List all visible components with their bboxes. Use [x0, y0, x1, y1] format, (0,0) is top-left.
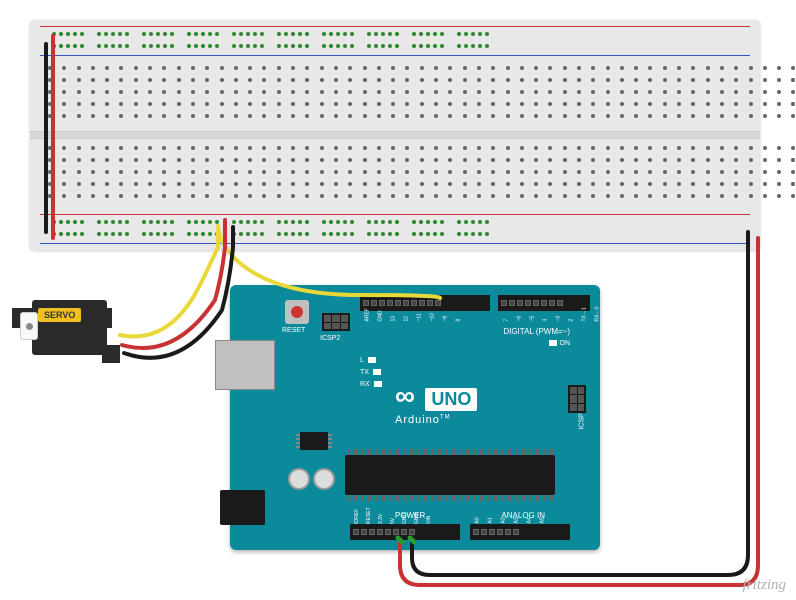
power-section-label: POWER	[395, 511, 425, 520]
icsp-header	[568, 385, 586, 413]
breadboard-main	[40, 64, 750, 206]
digital-section-label: DIGITAL (PWM=~)	[503, 327, 570, 336]
fritzing-watermark: fritzing	[743, 577, 786, 594]
icsp2-header	[322, 313, 350, 331]
breadboard	[30, 20, 760, 250]
usb-port	[215, 340, 275, 390]
arduino-logo: ∞ UNO ArduinoTM	[395, 380, 477, 426]
analog-header	[470, 524, 570, 540]
infinity-icon: ∞	[395, 380, 415, 412]
servo-label: SERVO	[38, 308, 81, 322]
digital-pin-labels-1: AREFGND1312~11~10~98	[363, 314, 463, 320]
breadboard-top-rail	[40, 26, 750, 56]
digital-header-left	[360, 295, 490, 311]
capacitors	[288, 468, 335, 490]
atmega-chip	[345, 455, 555, 495]
analog-section-label: ANALOG IN	[501, 511, 545, 520]
servo-horn	[20, 312, 38, 340]
arduino-uno: RESET ICSP2 AREFGND1312~11~10~98 7~6~54~…	[230, 285, 600, 550]
digital-header-right	[498, 295, 590, 311]
digital-pin-labels-2: 7~6~54~32TX→1RX←0	[502, 314, 602, 320]
on-led: ON	[549, 340, 571, 347]
reset-label: RESET	[282, 327, 305, 334]
reset-button[interactable]	[285, 300, 309, 324]
icsp-label: ICSP	[578, 413, 585, 429]
voltage-regulator	[300, 432, 328, 450]
led-indicators: L TX RX	[360, 355, 382, 391]
power-jack	[220, 490, 265, 525]
uno-text: UNO	[425, 388, 477, 411]
breadboard-bottom-rail	[40, 214, 750, 244]
servo-motor: SERVO	[12, 290, 112, 365]
power-header	[350, 524, 460, 540]
icsp2-label: ICSP2	[320, 335, 340, 342]
